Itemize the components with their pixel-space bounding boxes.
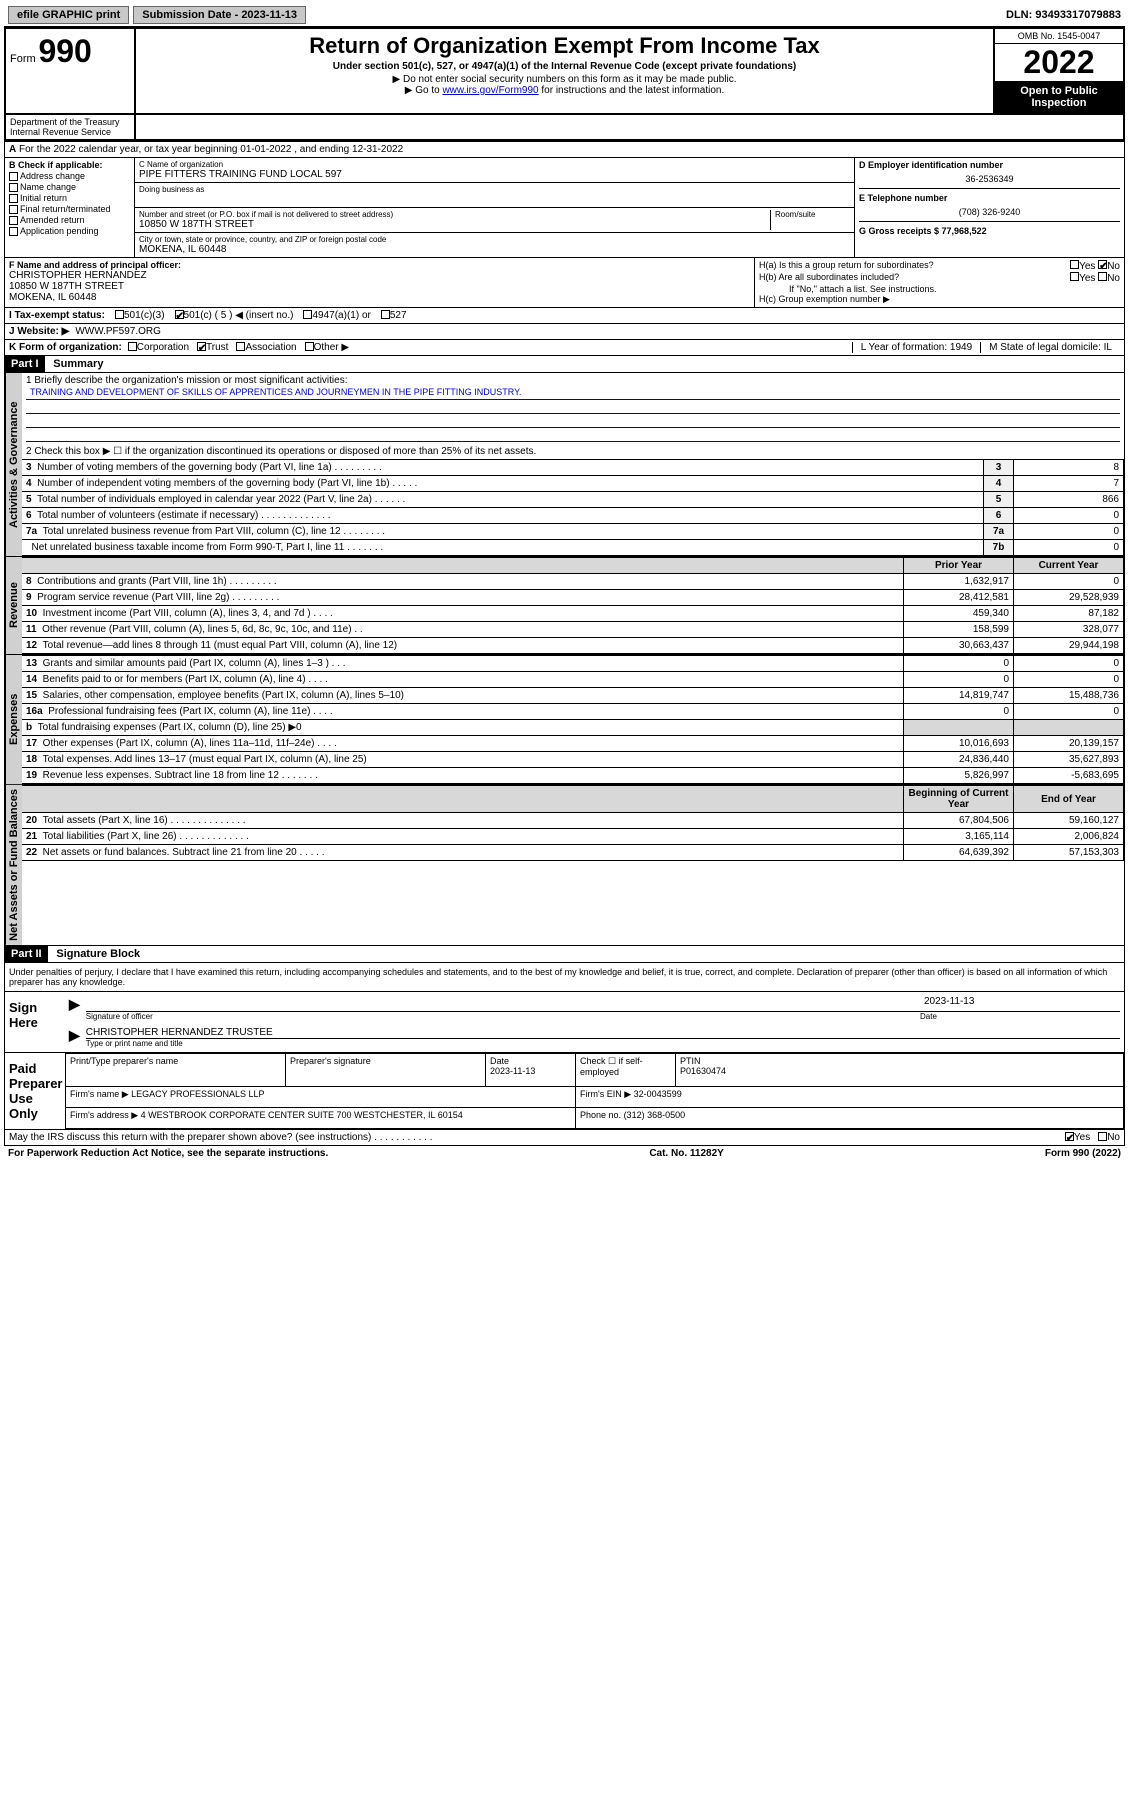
chk-address-change[interactable] [9, 172, 18, 181]
subtitle-2: ▶ Do not enter social security numbers o… [144, 74, 985, 85]
declaration: Under penalties of perjury, I declare th… [4, 963, 1125, 992]
arrow-icon: ▶ [69, 996, 80, 1021]
vert-revenue: Revenue [5, 557, 22, 654]
year-formation: L Year of formation: 1949 [852, 342, 980, 353]
ha-label: H(a) Is this a group return for subordin… [759, 260, 1066, 272]
hb-note: If "No," attach a list. See instructions… [759, 284, 1120, 294]
cat-no: Cat. No. 11282Y [649, 1148, 723, 1159]
efile-button[interactable]: efile GRAPHIC print [8, 6, 129, 24]
part1-title: Summary [47, 356, 109, 372]
goto-pre: ▶ Go to [405, 85, 443, 96]
hc-label: H(c) Group exemption number ▶ [759, 294, 1120, 305]
date-label: Date [920, 1012, 1120, 1021]
chk-name-change[interactable] [9, 183, 18, 192]
ein-value: 36-2536349 [859, 170, 1120, 188]
officer-typed-name: CHRISTOPHER HERNANDEZ TRUSTEE [86, 1027, 1120, 1039]
irs-link[interactable]: www.irs.gov/Form990 [442, 85, 538, 96]
main-title: Return of Organization Exempt From Incom… [144, 33, 985, 59]
line-a: A For the 2022 calendar year, or tax yea… [9, 144, 403, 155]
tax-status-label: I Tax-exempt status: [9, 310, 105, 321]
addr-label: Number and street (or P.O. box if mail i… [139, 210, 770, 219]
hb-label: H(b) Are all subordinates included? [759, 272, 1066, 284]
form-word: Form [10, 53, 36, 65]
paid-preparer-table: Print/Type preparer's name Preparer's si… [65, 1053, 1124, 1129]
sig-date: 2023-11-13 [920, 996, 1120, 1012]
hb-no[interactable] [1098, 272, 1107, 281]
q2: 2 Check this box ▶ ☐ if the organization… [22, 444, 1124, 459]
sig-officer-label: Signature of officer [86, 1012, 920, 1021]
org-name-label: C Name of organization [139, 160, 850, 169]
chk-final-return[interactable] [9, 205, 18, 214]
ha-no[interactable]: ✔ [1098, 260, 1107, 269]
goto-post: for instructions and the latest informat… [539, 85, 725, 96]
pra-notice: For Paperwork Reduction Act Notice, see … [8, 1148, 328, 1159]
discuss-yes[interactable]: ✔ [1065, 1132, 1074, 1141]
mission-text: TRAINING AND DEVELOPMENT OF SKILLS OF AP… [26, 386, 1120, 400]
ein-label: D Employer identification number [859, 160, 1120, 170]
org-name: PIPE FITTERS TRAINING FUND LOCAL 597 [139, 169, 850, 180]
part2-title: Signature Block [50, 946, 146, 962]
website-label: J Website: ▶ [9, 326, 69, 337]
discuss-no[interactable] [1098, 1132, 1107, 1141]
q1: 1 Briefly describe the organization's mi… [26, 375, 1120, 386]
form-footer: Form 990 (2022) [1045, 1148, 1121, 1159]
chk-application-pending[interactable] [9, 227, 18, 236]
form-number: 990 [38, 33, 91, 69]
chk-corp[interactable] [128, 342, 137, 351]
chk-amended[interactable] [9, 216, 18, 225]
vert-activities: Activities & Governance [5, 373, 22, 556]
vert-expenses: Expenses [5, 655, 22, 784]
type-name-label: Type or print name and title [86, 1039, 1120, 1048]
open-to-public: Open to Public Inspection [995, 81, 1123, 113]
expenses-table: 13 Grants and similar amounts paid (Part… [22, 655, 1124, 784]
gross-receipts: G Gross receipts $ 77,968,522 [859, 226, 1120, 236]
chk-other[interactable] [305, 342, 314, 351]
officer-label: F Name and address of principal officer: [9, 260, 750, 270]
officer-name: CHRISTOPHER HERNANDEZ [9, 270, 750, 281]
officer-addr2: MOKENA, IL 60448 [9, 292, 750, 303]
chk-501c[interactable]: ✔ [175, 310, 184, 319]
omb-number: OMB No. 1545-0047 [995, 29, 1123, 44]
phone-label: E Telephone number [859, 193, 1120, 203]
chk-assoc[interactable] [236, 342, 245, 351]
chk-4947[interactable] [303, 310, 312, 319]
part1-header: Part I [5, 356, 45, 372]
org-address: 10850 W 187TH STREET [139, 219, 770, 230]
state-domicile: M State of legal domicile: IL [980, 342, 1120, 353]
part2-header: Part II [5, 946, 48, 962]
org-city: MOKENA, IL 60448 [139, 244, 850, 255]
paid-preparer-label: Paid Preparer Use Only [5, 1053, 65, 1129]
col-b-label: B Check if applicable: [9, 160, 130, 170]
submission-date: Submission Date - 2023-11-13 [133, 6, 306, 24]
chk-527[interactable] [381, 310, 390, 319]
form-header: Form 990 Return of Organization Exempt F… [4, 27, 1125, 115]
revenue-table: Prior YearCurrent Year 8 Contributions a… [22, 557, 1124, 654]
dln: DLN: 93493317079883 [1006, 9, 1121, 21]
city-label: City or town, state or province, country… [139, 235, 850, 244]
top-bar: efile GRAPHIC print Submission Date - 20… [4, 4, 1125, 27]
chk-501c3[interactable] [115, 310, 124, 319]
website-value: WWW.PF597.ORG [75, 326, 161, 337]
officer-grid: F Name and address of principal officer:… [4, 258, 1125, 308]
ha-yes[interactable] [1070, 260, 1079, 269]
vert-net-assets: Net Assets or Fund Balances [5, 785, 22, 945]
discuss-question: May the IRS discuss this return with the… [9, 1132, 1065, 1143]
officer-addr1: 10850 W 187TH STREET [9, 281, 750, 292]
dept-treasury: Department of the Treasury Internal Reve… [6, 115, 136, 139]
form-org-label: K Form of organization: [9, 342, 122, 353]
governance-table: 3 Number of voting members of the govern… [22, 459, 1124, 556]
sign-here-label: Sign Here [5, 992, 65, 1052]
org-info-grid: B Check if applicable: Address change Na… [4, 158, 1125, 258]
dba-label: Doing business as [139, 185, 850, 194]
hb-yes[interactable] [1070, 272, 1079, 281]
chk-initial-return[interactable] [9, 194, 18, 203]
net-assets-table: Beginning of Current YearEnd of Year 20 … [22, 785, 1124, 861]
room-label: Room/suite [775, 210, 850, 219]
arrow-icon: ▶ [69, 1027, 80, 1048]
subtitle-1: Under section 501(c), 527, or 4947(a)(1)… [144, 61, 985, 72]
chk-trust[interactable]: ✔ [197, 342, 206, 351]
phone-value: (708) 326-9240 [859, 203, 1120, 221]
tax-year: 2022 [995, 44, 1123, 81]
